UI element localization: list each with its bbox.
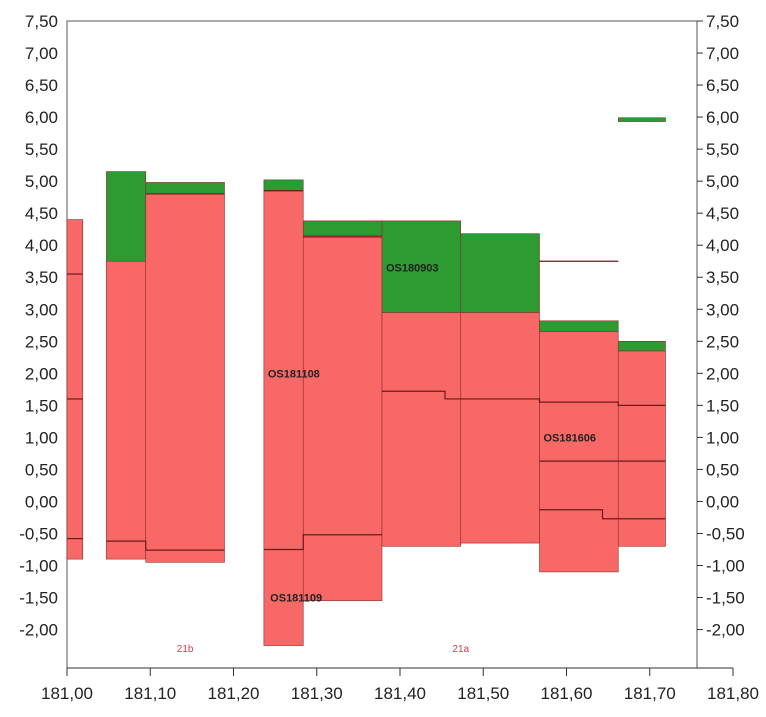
- y-tick-label-right: 5,50: [706, 140, 739, 159]
- y-axis-right: 7,50 7,00 6,50 6,00 5,50 5,00 4,50 4,00 3,50 3,00…: [697, 12, 745, 640]
- x-tick-label: 181,40: [374, 684, 426, 703]
- y-tick-label-left: 4,50: [25, 204, 58, 223]
- y-tick-label-left: 2,00: [25, 364, 58, 383]
- section-label-1: 21a: [452, 644, 469, 655]
- y-tick-label-right: 6,00: [706, 108, 739, 127]
- y-tick-label-right: -2,00: [706, 621, 745, 640]
- y-tick-label-left: 5,00: [25, 172, 58, 191]
- y-tick-label-right: 5,00: [706, 172, 739, 191]
- bar-red-6: [460, 312, 540, 544]
- x-tick-label: 181,20: [208, 684, 260, 703]
- bar-green-6: [539, 320, 619, 332]
- y-tick-label-left: -0,50: [19, 524, 58, 543]
- boundary-line-8: [382, 390, 666, 406]
- x-tick-label: 181,80: [707, 684, 759, 703]
- x-axis: 181,00 181,10 181,20 181,30 181,40 181,50 181,…: [41, 667, 759, 703]
- y-tick-label-right: 1,00: [706, 428, 739, 447]
- y-tick-label-right: -1,00: [706, 557, 745, 576]
- y-tick-label-left: -1,50: [19, 589, 58, 608]
- bar-green-5: [460, 233, 540, 313]
- y-tick-label-left: 2,50: [25, 332, 58, 351]
- bar-green-4: [381, 220, 462, 313]
- bars-layer: [66, 117, 666, 646]
- y-tick-label-right: 7,00: [706, 44, 739, 63]
- bar-red-2: [145, 193, 225, 563]
- block-label-2: OS181606: [543, 432, 596, 444]
- x-tick-label: 181,10: [124, 684, 176, 703]
- bar-red-5: [381, 312, 462, 547]
- y-tick-label-right: -1,50: [706, 589, 745, 608]
- y-tick-label-right: 1,50: [706, 396, 739, 415]
- bar-red-1: [106, 260, 147, 560]
- bar-red-4: [302, 235, 383, 602]
- bar-green-2: [263, 179, 304, 192]
- y-tick-label-left: 3,50: [25, 268, 58, 287]
- bar-red-7: [539, 331, 619, 573]
- y-tick-label-left: 5,50: [25, 140, 58, 159]
- boundary-line-7: [263, 534, 382, 551]
- y-tick-label-left: 0,00: [25, 492, 58, 511]
- bar-green-1: [145, 182, 225, 195]
- y-tick-label-right: 2,50: [706, 332, 739, 351]
- y-tick-label-left: 4,00: [25, 236, 58, 255]
- y-tick-label-left: 6,50: [25, 76, 58, 95]
- bar-red-3: [263, 190, 304, 646]
- bar-green-8: [617, 117, 666, 122]
- boundary-line-10: [539, 509, 666, 520]
- boundary-lines-layer: [67, 190, 666, 551]
- bar-red-0: [66, 219, 84, 560]
- y-tick-label-right: 7,50: [706, 12, 739, 31]
- x-tick-label: 181,50: [457, 684, 509, 703]
- bar-green-7: [617, 340, 666, 352]
- y-tick-label-left: 3,00: [25, 300, 58, 319]
- y-tick-label-left: 1,00: [25, 428, 58, 447]
- y-tick-label-right: -0,50: [706, 524, 745, 543]
- y-tick-label-right: 3,50: [706, 268, 739, 287]
- y-tick-label-left: 7,00: [25, 44, 58, 63]
- y-tick-label-right: 3,00: [706, 300, 739, 319]
- x-tick-label: 181,30: [291, 684, 343, 703]
- block-label-3: OS181109: [270, 593, 322, 605]
- y-tick-label-right: 4,50: [706, 204, 739, 223]
- y-tick-label-left: 1,50: [25, 396, 58, 415]
- boundary-line-3: [106, 540, 225, 551]
- section-label-0: 21b: [177, 644, 194, 655]
- bar-red-8: [617, 350, 666, 547]
- y-tick-label-right: 2,00: [706, 364, 739, 383]
- y-tick-label-left: 7,50: [25, 12, 58, 31]
- x-tick-label: 181,00: [41, 684, 93, 703]
- y-tick-label-left: 0,50: [25, 460, 58, 479]
- bar-green-3: [302, 220, 383, 236]
- y-tick-label-right: 0,50: [706, 460, 739, 479]
- x-tick-label: 181,70: [624, 684, 676, 703]
- y-tick-label-right: 0,00: [706, 492, 739, 511]
- y-tick-label-right: 4,00: [706, 236, 739, 255]
- y-axis-left: 7,50 7,00 6,50 6,00 5,50 5,00 4,50 4,00 3,50 3,00…: [19, 12, 58, 640]
- block-label-1: OS181108: [268, 368, 320, 380]
- y-tick-label-right: 6,50: [706, 76, 739, 95]
- block-labels-layer: OS180903 OS181108 OS181606 OS181109 21b 21a: [177, 263, 596, 655]
- block-label-0: OS180903: [386, 263, 439, 275]
- x-tick-label: 181,60: [541, 684, 593, 703]
- y-tick-label-left: -1,00: [19, 557, 58, 576]
- bar-green-0: [106, 171, 147, 262]
- y-tick-label-left: 6,00: [25, 108, 58, 127]
- y-tick-label-left: -2,00: [19, 621, 58, 640]
